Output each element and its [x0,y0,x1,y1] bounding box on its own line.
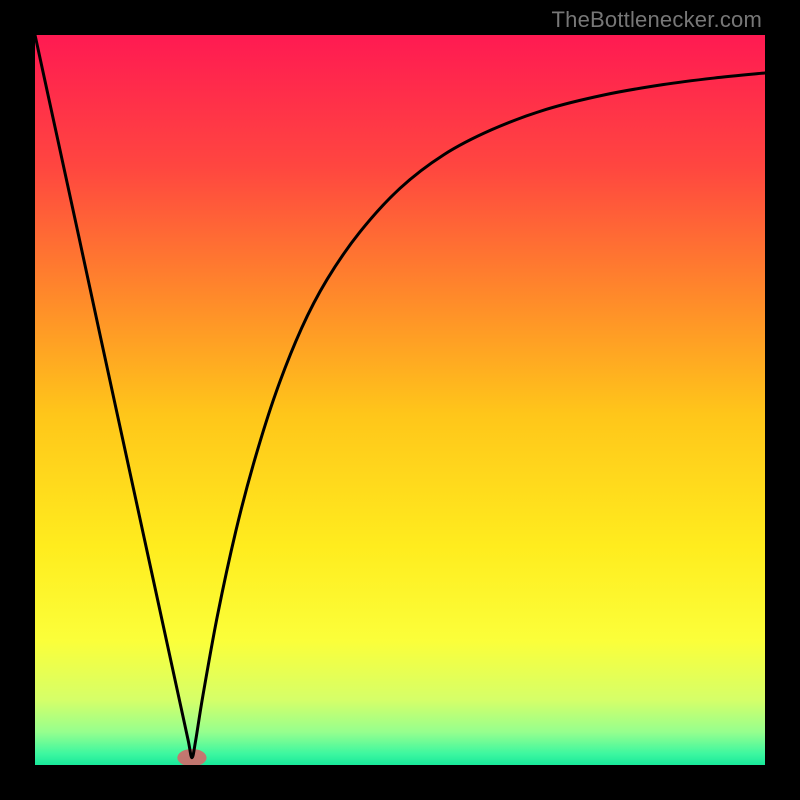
chart-container: { "canvas": { "width": 800, "height": 80… [0,0,800,800]
plot-area [35,35,765,765]
curve-layer [35,35,765,765]
watermark-text: TheBottlenecker.com [552,7,762,33]
bottleneck-curve [35,35,765,758]
